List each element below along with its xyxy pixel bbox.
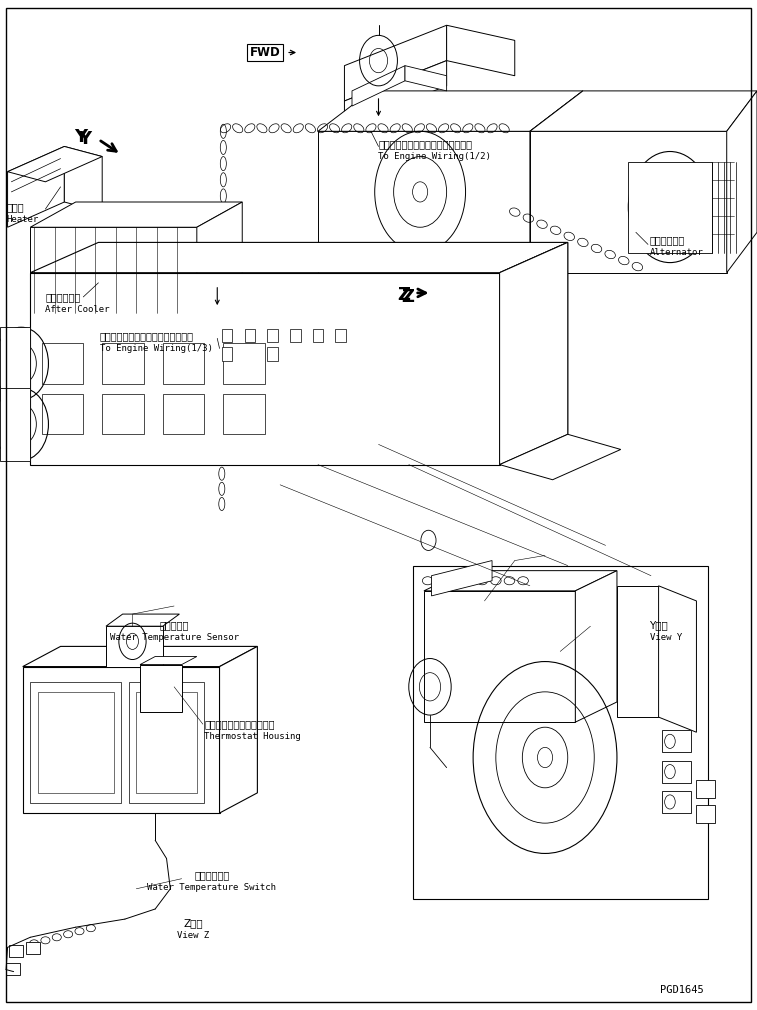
Polygon shape: [0, 327, 30, 400]
Polygon shape: [30, 202, 242, 227]
Polygon shape: [447, 25, 515, 76]
Polygon shape: [500, 434, 621, 480]
Polygon shape: [23, 667, 220, 813]
Polygon shape: [617, 586, 659, 717]
Bar: [662, 761, 691, 783]
Polygon shape: [106, 614, 179, 626]
Bar: [9, 945, 23, 957]
Polygon shape: [30, 242, 568, 273]
Text: Y: Y: [74, 128, 88, 146]
Text: アフタクーラ: アフタクーラ: [45, 292, 81, 302]
Polygon shape: [8, 146, 102, 182]
Bar: [26, 942, 40, 954]
Bar: [413, 566, 708, 899]
Bar: [163, 343, 204, 384]
Polygon shape: [530, 91, 583, 273]
Bar: [136, 692, 197, 793]
Polygon shape: [424, 591, 575, 722]
Text: To Engine Wiring(1/2): To Engine Wiring(1/2): [378, 153, 491, 161]
Bar: [222, 347, 232, 361]
Bar: [267, 329, 278, 342]
Text: サーモスタットハウジング: サーモスタットハウジング: [204, 719, 275, 729]
Text: 水温スイッチ: 水温スイッチ: [195, 871, 229, 881]
Bar: [223, 343, 265, 384]
Text: View Z: View Z: [177, 931, 209, 939]
Text: ヒータ: ヒータ: [6, 202, 23, 212]
Polygon shape: [530, 91, 757, 131]
Text: Y: Y: [78, 130, 92, 148]
Polygon shape: [0, 388, 30, 461]
Bar: [335, 329, 346, 342]
Polygon shape: [23, 646, 257, 667]
Bar: [102, 343, 144, 384]
Text: エンジンワイヤリングヘ（１／２）: エンジンワイヤリングヘ（１／２）: [378, 139, 472, 149]
Text: PGD1645: PGD1645: [660, 985, 704, 995]
Polygon shape: [220, 646, 257, 813]
Text: Z　視: Z 視: [183, 918, 203, 928]
Text: 水温センサ: 水温センサ: [160, 620, 188, 630]
Bar: [313, 329, 323, 342]
Text: オルタネータ: オルタネータ: [650, 235, 685, 245]
Text: エンジンワイヤリングヘ（１／３）: エンジンワイヤリングヘ（１／３）: [100, 331, 194, 341]
Polygon shape: [106, 626, 163, 667]
Text: After Cooler: After Cooler: [45, 305, 110, 313]
Bar: [662, 791, 691, 813]
Text: Water Temperature Sensor: Water Temperature Sensor: [110, 633, 238, 641]
Polygon shape: [500, 242, 568, 465]
Text: Thermostat Housing: Thermostat Housing: [204, 732, 301, 740]
Text: Y　視: Y 視: [650, 620, 668, 630]
Text: Alternator: Alternator: [650, 248, 703, 257]
Bar: [42, 394, 83, 434]
Polygon shape: [628, 162, 712, 252]
Polygon shape: [431, 561, 492, 596]
Text: To Engine Wiring(1/3): To Engine Wiring(1/3): [100, 344, 213, 352]
Bar: [245, 329, 255, 342]
Polygon shape: [352, 66, 405, 106]
Polygon shape: [318, 91, 583, 131]
Polygon shape: [727, 91, 757, 273]
Bar: [6, 963, 20, 975]
Polygon shape: [659, 586, 696, 732]
Bar: [223, 394, 265, 434]
Bar: [42, 343, 83, 384]
Bar: [290, 329, 301, 342]
Text: Heater: Heater: [6, 215, 39, 223]
Polygon shape: [30, 227, 197, 313]
Bar: [129, 682, 204, 803]
Text: FWD: FWD: [250, 46, 280, 59]
Polygon shape: [344, 25, 447, 101]
Bar: [696, 805, 715, 823]
Polygon shape: [140, 656, 197, 665]
Text: Z: Z: [400, 288, 414, 306]
Polygon shape: [64, 146, 102, 212]
Polygon shape: [344, 61, 447, 126]
Polygon shape: [500, 242, 568, 465]
Text: View Y: View Y: [650, 633, 682, 641]
Polygon shape: [424, 571, 617, 591]
Bar: [102, 394, 144, 434]
Polygon shape: [575, 571, 617, 722]
Bar: [696, 780, 715, 798]
Bar: [662, 730, 691, 752]
Bar: [163, 394, 204, 434]
Polygon shape: [405, 66, 447, 91]
Bar: [267, 347, 278, 361]
Polygon shape: [140, 665, 182, 712]
Text: Z: Z: [397, 286, 410, 304]
Polygon shape: [318, 131, 530, 273]
Polygon shape: [8, 146, 64, 227]
Polygon shape: [197, 202, 242, 313]
Bar: [222, 329, 232, 342]
Text: Water Temperature Switch: Water Temperature Switch: [148, 884, 276, 892]
Bar: [38, 692, 114, 793]
Polygon shape: [530, 131, 727, 273]
Polygon shape: [30, 273, 500, 465]
Bar: [30, 682, 121, 803]
